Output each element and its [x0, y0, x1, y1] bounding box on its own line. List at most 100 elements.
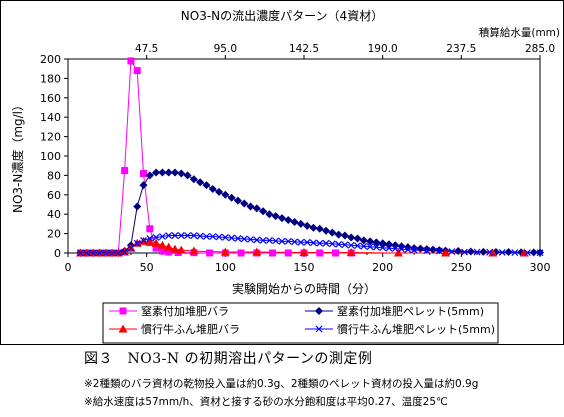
- y-tick-label: 200: [40, 53, 61, 66]
- series-4-point: [360, 242, 368, 250]
- series-4-point: [272, 237, 280, 245]
- x-tick-label: 300: [530, 261, 551, 274]
- x-tick-label: 100: [215, 261, 236, 274]
- series-3-point: [157, 240, 167, 249]
- series-3-point: [252, 247, 262, 256]
- series-4-point: [158, 233, 166, 240]
- x-axis-title: 実験開始からの時間（分）: [232, 281, 376, 296]
- series-2-point: [227, 193, 236, 202]
- chart-title: NO3-Nの流出濃度パターン（4資材）: [181, 8, 383, 23]
- y-tick-label: 160: [40, 92, 61, 105]
- chart-border: [0, 0, 564, 345]
- series-1-point: [237, 249, 245, 257]
- series-4-point: [127, 244, 135, 252]
- series-3-point: [151, 238, 161, 247]
- x-tick-label: 150: [294, 261, 315, 274]
- series-4-point: [265, 236, 273, 244]
- series-2-point: [196, 178, 205, 187]
- y-tick-label: 100: [40, 150, 61, 163]
- series-2-point: [466, 247, 475, 256]
- series-2-point: [340, 231, 349, 240]
- series-2-point: [322, 226, 331, 235]
- y-tick-label: 20: [47, 228, 61, 241]
- series-4-point: [171, 232, 179, 239]
- series-4-point: [398, 245, 405, 253]
- series-2-point: [246, 202, 255, 211]
- series-4-point: [96, 249, 103, 257]
- series-2-point: [416, 244, 425, 253]
- x-tick-label: 250: [451, 261, 472, 274]
- series-4-point: [391, 245, 399, 253]
- series-4-point: [523, 249, 531, 257]
- legend-marker-2: [315, 307, 323, 315]
- series-4-point: [89, 249, 97, 257]
- series-4-point: [291, 238, 298, 246]
- series-4-point: [146, 235, 154, 242]
- series-4-point: [240, 235, 248, 243]
- series-4-point: [448, 248, 456, 255]
- y-tick-label: 180: [40, 72, 61, 85]
- series-3-point: [170, 244, 180, 253]
- series-line-4: [80, 235, 541, 254]
- series-2-point: [454, 247, 463, 256]
- series-2-point: [359, 236, 368, 245]
- series-2-point: [290, 217, 299, 226]
- series-4-point: [310, 239, 317, 247]
- secondary-tick-label: 190.0: [368, 43, 398, 55]
- series-1-point: [206, 249, 214, 257]
- series-3-point: [299, 248, 309, 257]
- series-2-point: [366, 237, 375, 246]
- series-4-point: [140, 236, 147, 244]
- series-2-point: [208, 184, 217, 193]
- series-2-point: [259, 207, 268, 216]
- series-1-point: [158, 247, 166, 255]
- legend-label-3: 慣行牛ふん堆肥バラ: [141, 322, 240, 336]
- series-4-point: [322, 239, 330, 247]
- series-4-point: [83, 249, 91, 257]
- series-4-point: [379, 244, 387, 252]
- legend-label-1: 窒素付加堆肥バラ: [141, 304, 229, 318]
- series-1-point: [331, 249, 339, 257]
- series-4-point: [165, 232, 173, 239]
- series-2-point: [315, 224, 324, 233]
- series-2-point: [309, 223, 318, 232]
- footnote-conditions: ※給水速度は57mm/h、資材と接する砂の水分飽和度は平均0.27、温度25℃: [84, 396, 448, 408]
- series-4-point: [184, 232, 191, 239]
- series-4-point: [303, 238, 311, 246]
- series-4-point: [536, 249, 544, 257]
- series-1-point: [146, 225, 154, 233]
- series-2-point: [296, 219, 305, 228]
- series-2-point: [240, 199, 249, 208]
- series-4-point: [247, 235, 254, 243]
- series-3-point: [220, 247, 230, 256]
- series-4-point: [335, 240, 343, 248]
- series-4-point: [133, 239, 141, 247]
- series-1-point: [284, 249, 292, 257]
- series-3-point: [519, 248, 529, 257]
- series-2-point: [215, 187, 224, 196]
- series-2-point: [284, 216, 293, 225]
- series-2-point: [353, 234, 362, 243]
- series-4-point: [121, 248, 129, 256]
- figure-caption: 図３ NO3-N の初期溶出パターンの測定例: [84, 351, 373, 367]
- series-2-point: [152, 168, 161, 177]
- series-1-point: [133, 67, 141, 75]
- series-4-point: [410, 246, 418, 254]
- series-1-point: [165, 248, 173, 256]
- legend-box: [102, 302, 499, 344]
- series-3-point: [441, 248, 451, 257]
- legend-label-2: 窒素付加堆肥ペレット(5mm): [337, 304, 484, 318]
- series-2-point: [233, 196, 242, 205]
- series-2-point: [158, 168, 167, 177]
- series-4-point: [404, 246, 412, 254]
- y-axis-title: NO3-N濃度（mg/l）: [10, 99, 25, 213]
- series-4-point: [372, 243, 380, 251]
- series-4-point: [102, 249, 110, 257]
- secondary-tick-label: 142.5: [289, 43, 319, 55]
- series-4-point: [221, 234, 229, 241]
- legend-marker-1: [119, 307, 127, 315]
- series-2-point: [170, 168, 179, 177]
- series-4-point: [297, 238, 305, 246]
- series-4-point: [77, 249, 85, 257]
- series-2-point: [347, 233, 356, 242]
